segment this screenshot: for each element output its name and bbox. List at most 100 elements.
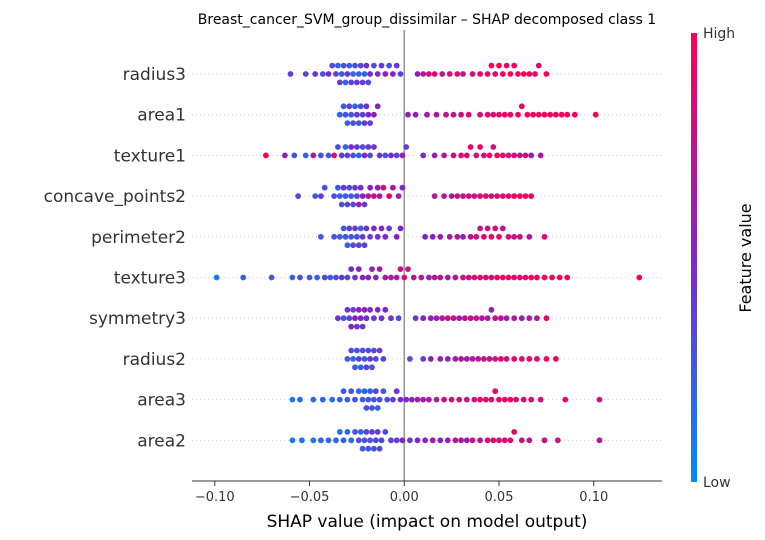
shap-point-texture1 [338, 152, 345, 159]
shap-point-texture3 [372, 274, 379, 281]
feature-labels: radius3 area1 texture1 concave_points2perim… [44, 65, 186, 451]
shap-point-concave_points2 [374, 184, 381, 191]
shap-point-texture3 [477, 274, 483, 281]
shap-point-radius3 [338, 71, 345, 77]
shap-point-perimeter2 [382, 233, 389, 240]
shap-point-texture1 [291, 152, 298, 159]
shap-point-area2 [554, 437, 561, 444]
shap-point-radius2 [463, 356, 470, 362]
shap-point-radius3 [386, 62, 392, 69]
shap-point-radius3 [319, 71, 326, 77]
shap-point-concave_points2 [376, 193, 383, 200]
shap-point-radius2 [365, 347, 372, 354]
shap-point-texture3 [289, 274, 296, 281]
shap-point-area1 [553, 111, 559, 118]
shap-point-texture1 [342, 144, 349, 150]
shap-point-radius2 [348, 347, 355, 354]
shap-point-concave_points2 [460, 193, 466, 200]
shap-point-symmetry3 [371, 315, 377, 322]
shap-point-texture1 [505, 152, 512, 159]
shap-point-texture3 [431, 274, 438, 281]
shap-point-area2 [484, 437, 491, 444]
shap-point-area2 [372, 437, 379, 444]
x-tick-label: 0.10 [579, 490, 608, 505]
shap-point-concave_points2 [431, 193, 438, 200]
shap-point-radius3 [335, 62, 341, 69]
shap-point-area2 [378, 437, 385, 444]
shap-point-texture3 [541, 274, 548, 281]
shap-point-radius2 [444, 356, 451, 362]
shap-point-radius3 [507, 71, 514, 77]
shap-point-concave_points2 [390, 184, 396, 191]
shap-point-area3 [496, 396, 502, 403]
shap-point-radius3 [520, 71, 527, 77]
shap-point-area3 [329, 396, 336, 403]
shap-point-concave_points2 [441, 193, 447, 200]
shap-point-radius2 [534, 356, 540, 362]
shap-point-area2 [496, 437, 502, 444]
shap-point-area2 [393, 437, 400, 444]
shap-point-area3 [374, 405, 381, 411]
shap-point-texture3 [465, 274, 472, 281]
shap-point-radius3 [515, 71, 521, 77]
shap-point-perimeter2 [336, 233, 343, 240]
shap-point-concave_points2 [340, 184, 347, 191]
shap-point-texture3 [522, 274, 529, 281]
shap-point-area3 [426, 396, 432, 403]
shap-point-concave_points2 [321, 184, 328, 191]
shap-point-area3 [310, 396, 317, 403]
shap-point-radius3 [390, 71, 396, 77]
shap-point-radius3 [511, 62, 518, 69]
shap-point-area1 [350, 120, 356, 126]
shap-point-texture3 [321, 274, 328, 281]
shap-point-area1 [342, 111, 349, 118]
shap-point-concave_points2 [312, 193, 319, 200]
shap-point-symmetry3 [518, 315, 525, 322]
shap-point-texture1 [494, 152, 500, 159]
shap-point-radius3 [543, 71, 550, 77]
shap-point-symmetry3 [412, 315, 419, 322]
shap-point-area2 [407, 437, 413, 444]
shap-point-area2 [477, 437, 483, 444]
shap-point-concave_points2 [505, 193, 512, 200]
shap-point-radius3 [477, 71, 483, 77]
shap-point-area1 [571, 111, 578, 118]
shap-point-area1 [371, 111, 377, 118]
shap-point-area3 [344, 396, 351, 403]
shap-point-texture3 [359, 274, 366, 281]
shap-point-area3 [372, 388, 379, 395]
shap-point-texture1 [350, 152, 356, 159]
shap-point-texture1 [431, 152, 438, 159]
shap-point-area2 [422, 437, 428, 444]
shap-point-radius3 [374, 71, 381, 77]
shap-point-area2 [376, 445, 383, 452]
shap-point-radius2 [372, 356, 379, 362]
shap-point-radius3 [350, 71, 356, 77]
shap-point-area2 [318, 437, 324, 444]
shap-point-area1 [547, 111, 554, 118]
shap-point-radius2 [367, 356, 373, 362]
shap-point-area3 [456, 396, 463, 403]
shap-point-texture1 [382, 152, 389, 159]
shap-point-texture1 [467, 144, 474, 150]
shap-point-concave_points2 [367, 184, 373, 191]
shap-point-area2 [429, 437, 436, 444]
shap-point-radius2 [518, 356, 525, 362]
colorbar-title: Feature value [736, 203, 755, 312]
shap-point-texture1 [376, 152, 383, 159]
shap-point-concave_points2 [371, 193, 377, 200]
shap-point-area1 [484, 111, 491, 118]
shap-point-symmetry3 [427, 315, 434, 322]
shap-point-area1 [458, 111, 464, 118]
shap-point-area2 [511, 429, 518, 435]
shap-point-texture1 [348, 144, 355, 150]
shap-point-symmetry3 [456, 315, 463, 322]
shap-point-radius3 [431, 71, 438, 77]
shap-point-radius3 [414, 71, 421, 77]
shap-point-symmetry3 [467, 315, 474, 322]
shap-point-perimeter2 [541, 233, 548, 240]
shap-points [213, 62, 643, 452]
shap-point-texture1 [450, 152, 457, 159]
shap-point-perimeter2 [484, 225, 491, 232]
shap-point-area2 [463, 437, 470, 444]
